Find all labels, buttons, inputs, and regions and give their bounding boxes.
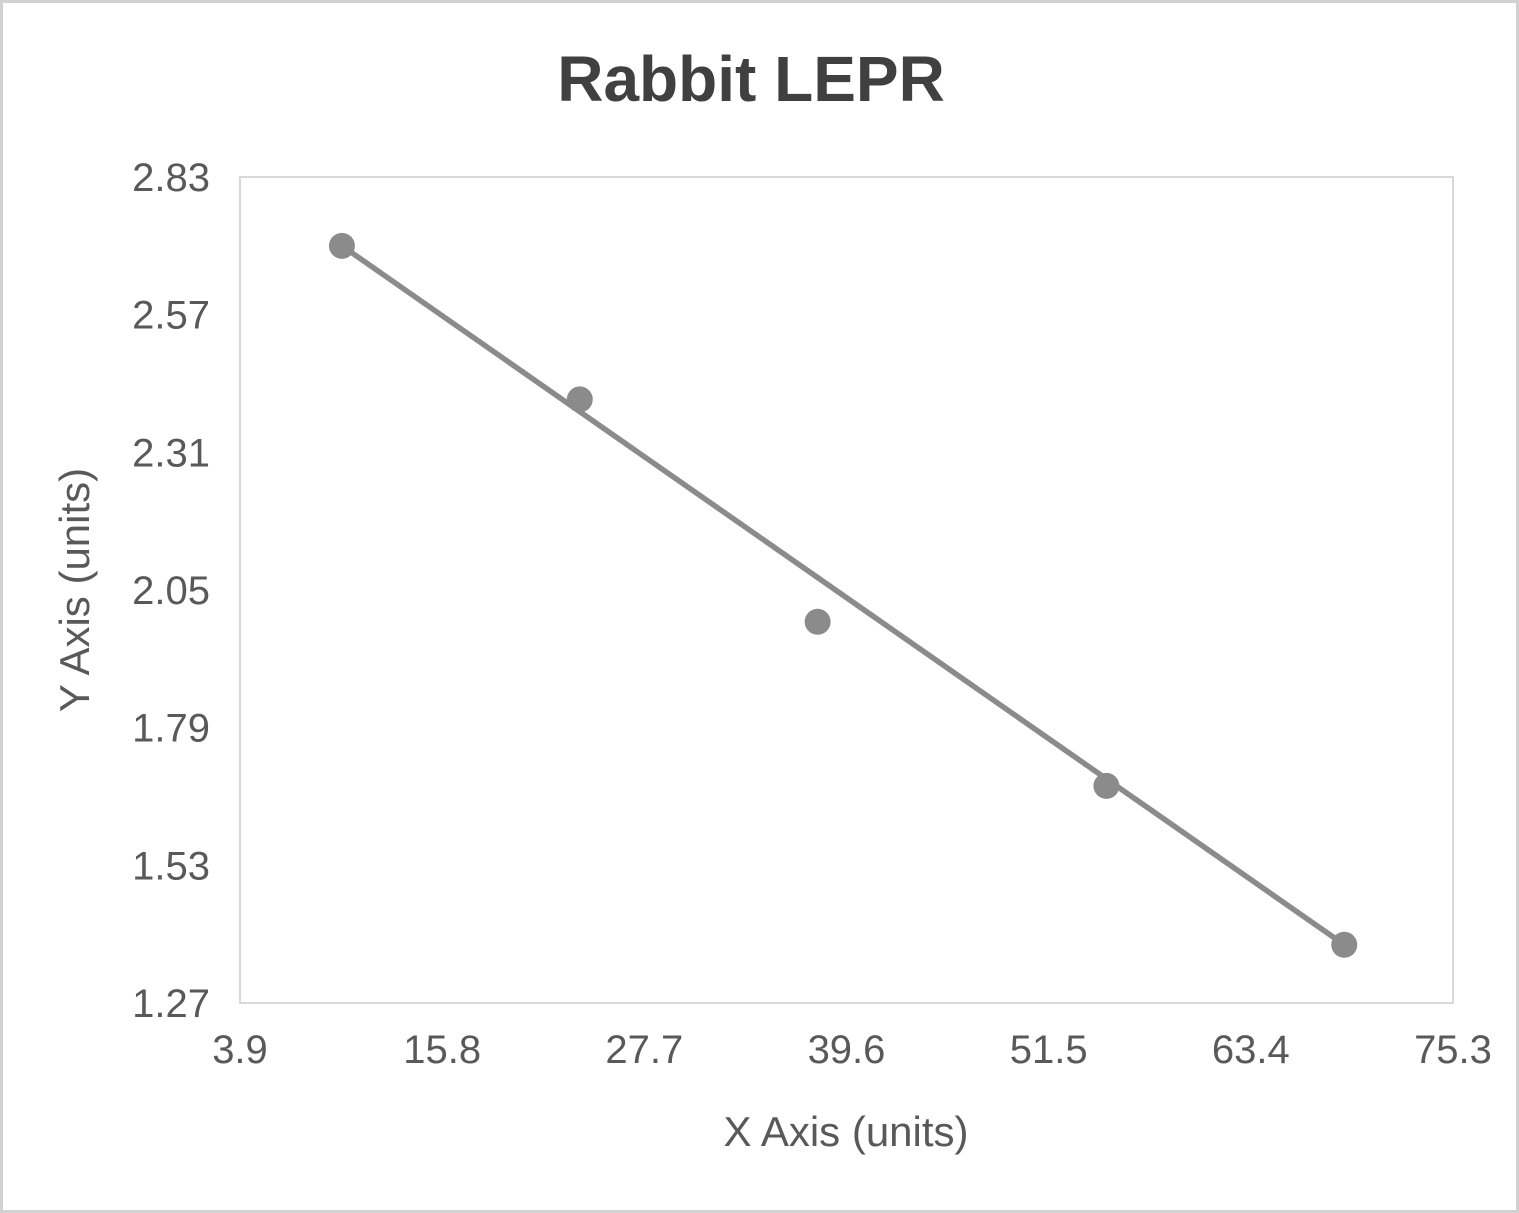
x-tick-label: 15.8 xyxy=(403,1028,481,1072)
scatter-points-layer xyxy=(328,232,1358,958)
data-point-marker xyxy=(1331,931,1358,958)
x-tick-label: 39.6 xyxy=(808,1028,886,1072)
y-tick-label: 2.83 xyxy=(132,156,210,200)
data-point-marker xyxy=(804,608,831,635)
y-tick-label: 2.05 xyxy=(132,569,210,613)
trendline-layer xyxy=(340,243,1346,948)
data-point-marker xyxy=(566,386,593,413)
y-tick-label: 1.27 xyxy=(132,982,210,1026)
y-axis-label: Y Axis (units) xyxy=(51,468,98,712)
x-tick-label: 3.9 xyxy=(212,1028,268,1072)
plot-area-border xyxy=(239,176,1454,1004)
y-axis-ticks: 1.27 1.53 1.79 2.05 2.31 2.57 2.83 xyxy=(132,156,210,1026)
data-point-marker xyxy=(1093,772,1120,799)
y-tick-label: 1.53 xyxy=(132,844,210,888)
y-tick-label: 2.31 xyxy=(132,431,210,475)
x-tick-label: 75.3 xyxy=(1414,1028,1492,1072)
x-axis-label: X Axis (units) xyxy=(723,1108,968,1155)
y-tick-label: 1.79 xyxy=(132,707,210,751)
x-tick-label: 27.7 xyxy=(605,1028,683,1072)
chart-title: Rabbit LEPR xyxy=(557,43,945,115)
x-axis-ticks: 3.9 15.8 27.7 39.6 51.5 63.4 75.3 xyxy=(212,1028,1492,1072)
chart-svg: Rabbit LEPR 1.27 1.53 1.79 2.05 2.31 2.57 2.83… xyxy=(51,43,1492,1155)
x-tick-label: 63.4 xyxy=(1212,1028,1290,1072)
x-tick-label: 51.5 xyxy=(1010,1028,1088,1072)
y-tick-label: 2.57 xyxy=(132,294,210,338)
data-point-marker xyxy=(328,232,355,259)
trendline xyxy=(340,243,1346,948)
